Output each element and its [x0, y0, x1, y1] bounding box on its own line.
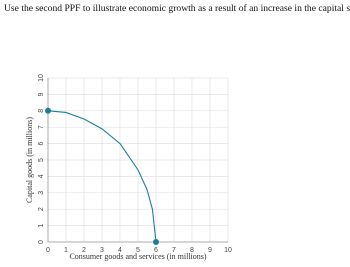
- x-tick-label: 7: [172, 247, 176, 254]
- y-axis-label: Capital goods (in millions): [25, 117, 34, 203]
- endpoint: [45, 107, 51, 114]
- y-tick-label: 1: [38, 224, 45, 228]
- y-tick-label: 2: [38, 207, 45, 211]
- y-tick-label: 4: [38, 174, 45, 178]
- x-tick-label: 10: [224, 247, 232, 254]
- ppf-curve: [47, 110, 157, 243]
- x-tick-label: 2: [82, 247, 86, 254]
- x-axis-label: Consumer goods and services (in millions…: [69, 252, 206, 261]
- x-tick-label: 8: [190, 247, 194, 254]
- y-tick-label: 7: [38, 125, 45, 129]
- x-tick-label: 4: [118, 247, 122, 254]
- y-tick-label: 3: [38, 191, 45, 195]
- y-tick-label: 5: [38, 158, 45, 162]
- x-tick-label: 0: [46, 247, 50, 254]
- y-tick-label: 9: [38, 92, 45, 96]
- instruction: Use the second PPF to illustrate economi…: [4, 3, 350, 14]
- y-tick-label: 0: [38, 240, 45, 244]
- x-tick-label: 1: [64, 247, 68, 254]
- x-tick-label: 5: [136, 247, 140, 254]
- x-tick-label: 9: [208, 247, 212, 254]
- endpoint: [153, 239, 159, 245]
- y-tick-label: 8: [38, 109, 45, 113]
- x-tick-label: 3: [100, 247, 104, 254]
- x-tick-label: 6: [154, 247, 158, 254]
- y-tick-label: 10: [38, 74, 45, 82]
- y-tick-label: 6: [38, 142, 45, 146]
